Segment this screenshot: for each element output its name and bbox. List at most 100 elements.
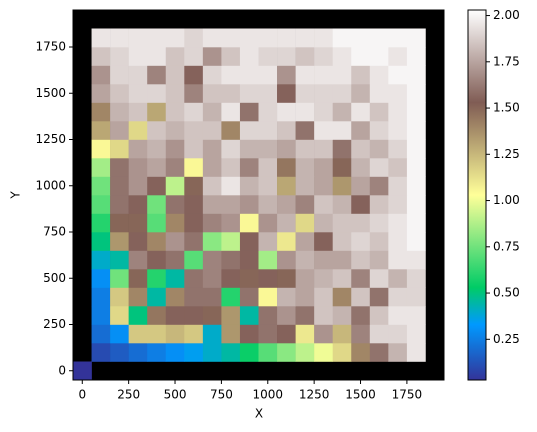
- heatmap-cell: [128, 121, 148, 140]
- heatmap-cell: [406, 306, 426, 325]
- heatmap-cell: [295, 176, 315, 196]
- heatmap-cell: [147, 176, 167, 196]
- heatmap-cell: [184, 213, 204, 233]
- heatmap-cell: [314, 176, 333, 196]
- heatmap-cell: [221, 195, 241, 214]
- heatmap-cell: [314, 28, 333, 48]
- heatmap-cell: [258, 84, 278, 103]
- heatmap-cell: [406, 269, 426, 288]
- heatmap-cell: [388, 195, 408, 214]
- heatmap-cell: [239, 121, 259, 140]
- heatmap-cell: [295, 158, 315, 177]
- heatmap-cell: [351, 213, 371, 233]
- heatmap-cell: [295, 269, 315, 288]
- heatmap-cell: [110, 306, 129, 325]
- heatmap-cell: [239, 324, 259, 344]
- heatmap-cell: [351, 158, 371, 177]
- heatmap-cell: [332, 121, 352, 140]
- heatmap-cell: [406, 195, 426, 214]
- heatmap-cell: [277, 158, 296, 177]
- heatmap-cell: [221, 213, 241, 233]
- y-tick-label: 1750: [35, 40, 66, 54]
- heatmap-cell: [91, 65, 111, 85]
- heatmap-cell: [147, 250, 167, 270]
- heatmap-cell: [110, 213, 129, 233]
- heatmap-cell: [165, 343, 185, 362]
- heatmap-cell: [128, 269, 148, 288]
- colorbar-tick-label: 1.25: [493, 147, 520, 161]
- heatmap-cell: [165, 139, 185, 159]
- heatmap-cell: [147, 287, 167, 307]
- heatmap-cell: [110, 250, 129, 270]
- heatmap-cell: [110, 343, 129, 362]
- heatmap-cell: [388, 158, 408, 177]
- heatmap-cell: [295, 121, 315, 140]
- heatmap-cell: [314, 250, 333, 270]
- heatmap-cell: [295, 139, 315, 159]
- heatmap-cell: [369, 306, 389, 325]
- heatmap-cell: [165, 28, 185, 48]
- heatmap-cell: [369, 121, 389, 140]
- heatmap-cell: [221, 158, 241, 177]
- heatmap-cell: [295, 102, 315, 122]
- heatmap-cell: [147, 195, 167, 214]
- heatmap-cell: [258, 139, 278, 159]
- heatmap-cell: [351, 343, 371, 362]
- heatmap-cell: [239, 158, 259, 177]
- heatmap-cell: [147, 102, 167, 122]
- heatmap-cell: [388, 343, 408, 362]
- heatmap-cell: [184, 324, 204, 344]
- heatmap-cell: [128, 250, 148, 270]
- heatmap-cell: [221, 287, 241, 307]
- heatmap-cell: [165, 121, 185, 140]
- heatmap-cell: [147, 343, 167, 362]
- heatmap-cell: [73, 361, 92, 381]
- heatmap-cell: [406, 343, 426, 362]
- heatmap-cell: [165, 102, 185, 122]
- heatmap-cell: [202, 176, 222, 196]
- heatmap-cell: [202, 84, 222, 103]
- heatmap-cell: [332, 269, 352, 288]
- heatmap-cell: [295, 343, 315, 362]
- heatmap-cell: [277, 306, 296, 325]
- heatmap-cell: [239, 102, 259, 122]
- heatmap-cell: [369, 287, 389, 307]
- heatmap-cell: [91, 306, 111, 325]
- heatmap-cell: [258, 324, 278, 344]
- heatmap-cell: [295, 28, 315, 48]
- heatmap-cell: [221, 232, 241, 251]
- x-tick-label: 250: [117, 388, 140, 402]
- heatmap-cell: [239, 47, 259, 66]
- heatmap-cell: [221, 176, 241, 196]
- y-tick-label: 1250: [35, 132, 66, 146]
- heatmap-cell: [91, 343, 111, 362]
- heatmap-cell: [369, 232, 389, 251]
- x-tick-label: 750: [210, 388, 233, 402]
- heatmap-cell: [388, 306, 408, 325]
- heatmap-cell: [258, 158, 278, 177]
- colorbar: [467, 9, 487, 381]
- heatmap-cell: [128, 232, 148, 251]
- heatmap-cell: [314, 84, 333, 103]
- heatmap-cell: [110, 28, 129, 48]
- colorbar-tick-label: 2.00: [493, 8, 520, 22]
- heatmap-cell: [128, 28, 148, 48]
- colorbar-tick-label: 0.25: [493, 332, 520, 346]
- heatmap-cell: [351, 176, 371, 196]
- heatmap-cell: [239, 232, 259, 251]
- heatmap-cell: [277, 28, 296, 48]
- heatmap-cell: [369, 28, 389, 48]
- heatmap-cell: [388, 232, 408, 251]
- heatmap-cell: [277, 47, 296, 66]
- heatmap-cell: [110, 139, 129, 159]
- heatmap-cell: [221, 28, 241, 48]
- heatmap-cell: [110, 269, 129, 288]
- heatmap-cell: [128, 158, 148, 177]
- heatmap-cell: [332, 287, 352, 307]
- heatmap-cell: [369, 213, 389, 233]
- heatmap-cell: [258, 306, 278, 325]
- heatmap-cell: [314, 139, 333, 159]
- heatmap-cell: [128, 287, 148, 307]
- heatmap-cell: [221, 139, 241, 159]
- heatmap-cell: [147, 65, 167, 85]
